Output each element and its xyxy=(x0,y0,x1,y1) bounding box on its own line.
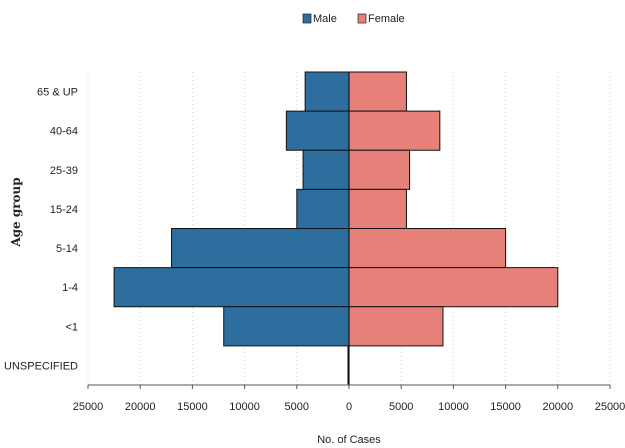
category-labels: 65 & UP 40-64 25-39 15-24 5-14 1-4 <1 UNSPECIFI… xyxy=(4,87,78,373)
x-tick-label-7: 10000 xyxy=(438,401,469,413)
x-tick-label-10: 25000 xyxy=(595,401,625,413)
bar-female-4 xyxy=(348,228,507,269)
bar-male-4 xyxy=(171,228,350,269)
bar-female-1 xyxy=(348,110,441,151)
x-axis-title: No. of Cases xyxy=(317,434,381,446)
legend-label-female: Female xyxy=(368,13,405,25)
legend-swatch-male xyxy=(302,13,312,24)
category-label-0: 65 & UP xyxy=(37,87,78,99)
y-axis-title: Age group xyxy=(9,177,23,247)
category-label-7: UNSPECIFIED xyxy=(4,360,78,372)
x-tick-label-6: 5000 xyxy=(389,401,413,413)
legend: Male Female xyxy=(302,13,405,25)
x-tick-label-0: 25000 xyxy=(73,401,104,413)
category-label-6: <1 xyxy=(65,321,78,333)
legend-label-male: Male xyxy=(313,13,337,25)
category-label-2: 25-39 xyxy=(50,165,78,177)
bar-male-0 xyxy=(304,71,350,112)
bar-female-3 xyxy=(348,188,407,229)
x-tick-label-3: 10000 xyxy=(229,401,260,413)
x-tick-label-8: 15000 xyxy=(490,401,521,413)
x-tick-label-2: 15000 xyxy=(177,401,208,413)
x-tick-label-5: 0 xyxy=(346,401,352,413)
category-label-4: 5-14 xyxy=(56,243,78,255)
legend-swatch-female xyxy=(357,13,367,24)
bar-female-2 xyxy=(348,149,411,190)
bar-male-3 xyxy=(296,188,350,229)
x-tick-labels: 25000 20000 15000 10000 5000 0 5000 10000 15000 2… xyxy=(73,385,625,413)
bar-male-5 xyxy=(113,267,350,308)
bar-female-0 xyxy=(348,71,407,112)
bar-male-1 xyxy=(285,110,350,151)
bars-group xyxy=(113,71,559,386)
bar-male-6 xyxy=(223,306,350,347)
category-label-1: 40-64 xyxy=(50,126,78,138)
bar-male-2 xyxy=(302,149,350,190)
bar-female-5 xyxy=(348,267,559,308)
bar-female-6 xyxy=(348,306,444,347)
x-tick-label-4: 5000 xyxy=(285,401,309,413)
category-label-5: 1-4 xyxy=(62,282,78,294)
category-label-3: 15-24 xyxy=(50,204,78,216)
x-tick-label-9: 20000 xyxy=(543,401,574,413)
x-tick-label-1: 20000 xyxy=(125,401,156,413)
